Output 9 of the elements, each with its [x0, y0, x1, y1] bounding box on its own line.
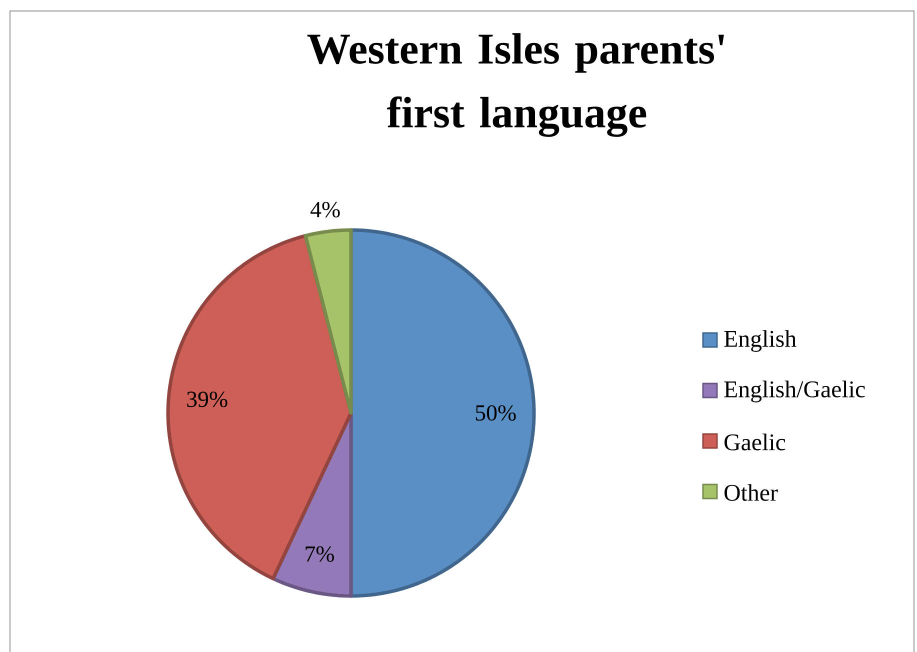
chart-title: Western Isles parents' first language [307, 33, 724, 137]
data-label: 4% [310, 202, 340, 218]
data-label: 7% [306, 546, 334, 562]
legend-label: Gaelic [724, 434, 786, 450]
legend-label: Other [724, 484, 778, 501]
data-label: 39% [187, 392, 228, 408]
legend-label: English [724, 330, 796, 352]
legend-label: English/Gaelic [724, 380, 865, 402]
data-label: 50% [476, 405, 516, 421]
